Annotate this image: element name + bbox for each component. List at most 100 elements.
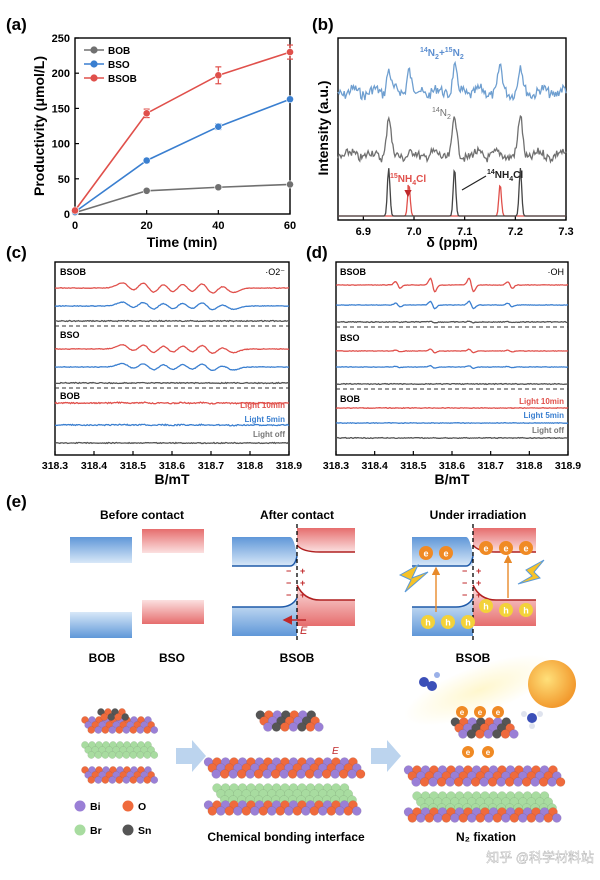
panel-c: (c) 318.3 318.4 318.5 318.6 318.7 318.8 318.9 …: [6, 243, 302, 487]
electron-label: e: [503, 544, 508, 554]
atom: [87, 751, 96, 759]
x-tick-label: 318.7: [198, 460, 224, 472]
svg-text:+: +: [300, 590, 305, 600]
x-tick-label-b: 7.1: [457, 226, 472, 238]
atom: [543, 813, 554, 823]
atom: [445, 777, 455, 787]
atom: [436, 777, 447, 787]
hole-carrier: [499, 603, 513, 617]
built-in-field-label: E: [300, 625, 308, 637]
atom: [129, 751, 138, 759]
atom: [143, 776, 152, 784]
axis-ticks-a: 0 20 40 60 0 50 100 150 200 250: [52, 33, 296, 232]
series-line-bsob: [74, 51, 291, 211]
legend-a: BOB BSO BSOB: [84, 46, 137, 85]
svg-text:−: −: [462, 566, 467, 576]
atom: [94, 726, 103, 734]
label-14n2-15n2: 14N2+15N2: [420, 47, 464, 61]
electron-carrier: [499, 541, 513, 555]
atom: [121, 713, 130, 721]
atom: [304, 769, 315, 779]
atom: [122, 751, 131, 759]
atom: [267, 806, 277, 816]
data-point-bso: [286, 95, 294, 104]
atom: [87, 726, 96, 734]
svg-text:−: −: [462, 578, 467, 588]
atom: [487, 777, 498, 787]
atom: [509, 729, 519, 739]
condition-label-d-10min: Light 10min: [519, 397, 564, 406]
atom: [108, 726, 117, 734]
electron-label: e: [478, 708, 483, 717]
species-label-c: ·O2⁻: [265, 267, 285, 277]
data-point-bso: [214, 122, 223, 131]
x-tick-label: 318.3: [42, 460, 68, 472]
irr-bso-vb-edge: [472, 584, 536, 601]
legend-marker-bso: [90, 60, 98, 68]
electron-carrier: [492, 706, 504, 718]
atom: [143, 751, 152, 759]
atom: [253, 769, 264, 779]
epr-trace: [336, 300, 569, 310]
label-15nh4cl: 15NH4Cl: [390, 173, 426, 187]
atom: [475, 813, 486, 823]
bob-vb-edge: [232, 597, 298, 608]
x-tick-label-b: 6.9: [356, 226, 371, 238]
process-arrow-1-icon: [176, 740, 206, 772]
y-tick-label-a: 0: [64, 209, 70, 221]
hole-label: h: [445, 618, 451, 628]
atom: [483, 729, 494, 739]
atom: [504, 777, 515, 787]
data-point-bob: [286, 180, 294, 189]
bob-valence-band: [70, 612, 132, 638]
label-bob: BOB: [89, 651, 116, 665]
x-tick-label: 318.9: [276, 460, 302, 472]
plot-frame-b: [337, 37, 567, 221]
y-tick-label-a: 50: [58, 174, 70, 186]
atom: [228, 769, 238, 779]
bob-conduction-band: [70, 537, 132, 563]
bso-cb-edge: [296, 544, 355, 553]
label-14nh4cl: 14NH4Cl: [487, 169, 523, 183]
label-14n2: 14N2: [432, 107, 451, 121]
hole-label: h: [503, 606, 509, 616]
atom: [136, 776, 145, 784]
atom: [271, 722, 282, 732]
x-tick-label: 318.9: [555, 460, 581, 472]
atom: [330, 769, 340, 779]
atom: [509, 813, 520, 823]
electron-carrier: [479, 541, 493, 555]
header-after-contact: After contact: [260, 508, 334, 522]
legend-label-bsob: BSOB: [108, 74, 137, 85]
epr-trace: [54, 319, 290, 323]
sample-label-d-bsob: BSOB: [340, 267, 367, 277]
label-bsob-irradiation: BSOB: [456, 651, 491, 665]
electron-label: e: [423, 549, 428, 559]
x-tick-label: 318.6: [159, 460, 185, 472]
atom: [309, 806, 320, 816]
atom: [245, 769, 255, 779]
y-tick-label-a: 200: [52, 68, 70, 80]
condition-label-d-off: Light off: [532, 426, 564, 435]
atom: [284, 806, 294, 816]
atom: [107, 713, 116, 721]
hole-label: h: [465, 618, 471, 628]
sample-label-d-bso: BSO: [340, 333, 360, 343]
atom: [292, 806, 303, 816]
condition-label-d-5min: Light 5min: [524, 411, 565, 420]
hole-carrier: [461, 615, 475, 629]
condition-label-c-10min: Light 10min: [240, 401, 285, 410]
atom: [114, 713, 123, 721]
nmr-trace-3: [338, 167, 566, 217]
svg-text:+: +: [476, 578, 481, 588]
atom: [318, 806, 328, 816]
axis-ticks-d: 318.3 318.4 318.5 318.6 318.7 318.8 318.9: [323, 451, 581, 472]
atom: [216, 806, 226, 816]
epr-trace: [335, 406, 569, 410]
atom: [297, 722, 307, 732]
atom: [87, 776, 96, 784]
epr-trace: [54, 301, 290, 311]
electron-carrier: [519, 541, 533, 555]
hole-label: h: [483, 602, 489, 612]
sun-icon: [528, 660, 576, 708]
